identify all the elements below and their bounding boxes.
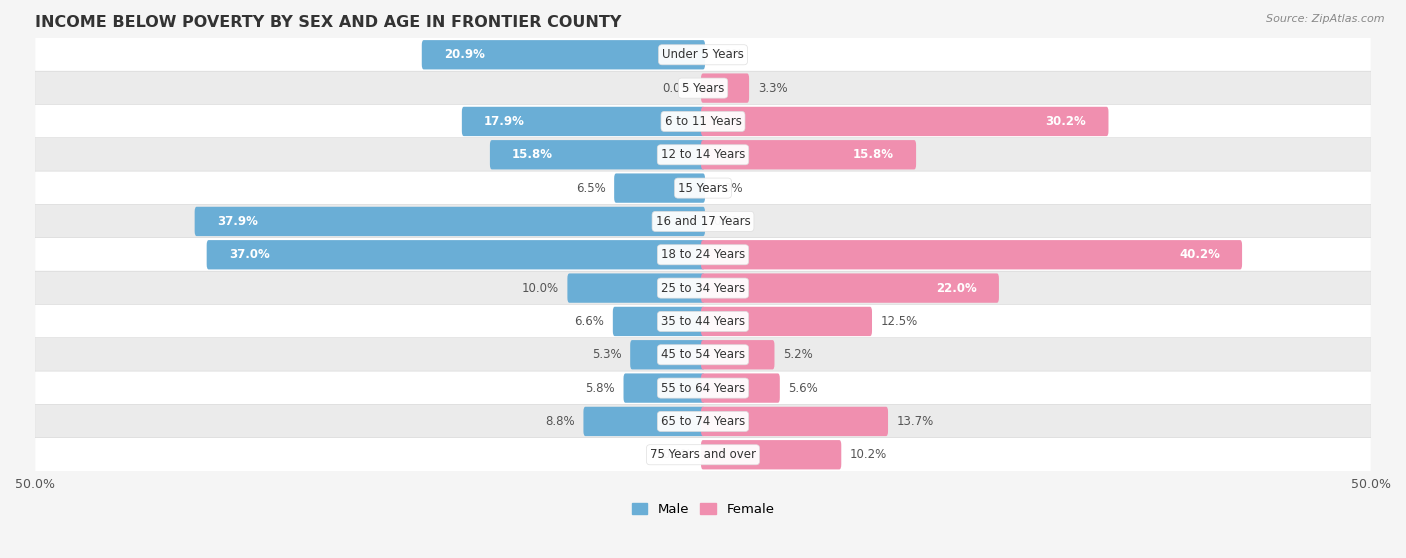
Text: 10.2%: 10.2% bbox=[851, 448, 887, 461]
FancyBboxPatch shape bbox=[422, 40, 704, 69]
Text: 0.0%: 0.0% bbox=[714, 215, 744, 228]
Text: 15.8%: 15.8% bbox=[512, 148, 553, 161]
Text: 25 to 34 Years: 25 to 34 Years bbox=[661, 282, 745, 295]
Text: 13.7%: 13.7% bbox=[897, 415, 934, 428]
FancyBboxPatch shape bbox=[35, 238, 1371, 272]
Text: INCOME BELOW POVERTY BY SEX AND AGE IN FRONTIER COUNTY: INCOME BELOW POVERTY BY SEX AND AGE IN F… bbox=[35, 15, 621, 30]
Text: 55 to 64 Years: 55 to 64 Years bbox=[661, 382, 745, 395]
Text: 75 Years and over: 75 Years and over bbox=[650, 448, 756, 461]
Text: 6.5%: 6.5% bbox=[575, 181, 606, 195]
FancyBboxPatch shape bbox=[702, 440, 841, 469]
Text: 5 Years: 5 Years bbox=[682, 81, 724, 95]
Text: 5.6%: 5.6% bbox=[789, 382, 818, 395]
Text: Source: ZipAtlas.com: Source: ZipAtlas.com bbox=[1267, 14, 1385, 24]
FancyBboxPatch shape bbox=[461, 107, 704, 136]
Text: 30.2%: 30.2% bbox=[1046, 115, 1087, 128]
FancyBboxPatch shape bbox=[35, 271, 1371, 305]
FancyBboxPatch shape bbox=[35, 104, 1371, 138]
Text: 65 to 74 Years: 65 to 74 Years bbox=[661, 415, 745, 428]
Text: Under 5 Years: Under 5 Years bbox=[662, 49, 744, 61]
FancyBboxPatch shape bbox=[35, 305, 1371, 339]
Text: 3.3%: 3.3% bbox=[758, 81, 787, 95]
FancyBboxPatch shape bbox=[630, 340, 704, 369]
Text: 40.2%: 40.2% bbox=[1180, 248, 1220, 261]
Text: 0.0%: 0.0% bbox=[662, 81, 692, 95]
Text: 6.6%: 6.6% bbox=[574, 315, 605, 328]
Text: 37.0%: 37.0% bbox=[229, 248, 270, 261]
FancyBboxPatch shape bbox=[702, 407, 889, 436]
FancyBboxPatch shape bbox=[35, 71, 1371, 105]
Text: 5.2%: 5.2% bbox=[783, 348, 813, 361]
FancyBboxPatch shape bbox=[489, 140, 704, 170]
FancyBboxPatch shape bbox=[35, 171, 1371, 205]
FancyBboxPatch shape bbox=[194, 207, 704, 236]
Text: 22.0%: 22.0% bbox=[936, 282, 977, 295]
Text: 18 to 24 Years: 18 to 24 Years bbox=[661, 248, 745, 261]
Text: 0.0%: 0.0% bbox=[714, 49, 744, 61]
FancyBboxPatch shape bbox=[702, 74, 749, 103]
Text: 5.3%: 5.3% bbox=[592, 348, 621, 361]
FancyBboxPatch shape bbox=[702, 373, 780, 403]
Text: 15.8%: 15.8% bbox=[853, 148, 894, 161]
Text: 45 to 54 Years: 45 to 54 Years bbox=[661, 348, 745, 361]
FancyBboxPatch shape bbox=[35, 338, 1371, 372]
Text: 35 to 44 Years: 35 to 44 Years bbox=[661, 315, 745, 328]
FancyBboxPatch shape bbox=[207, 240, 704, 270]
FancyBboxPatch shape bbox=[702, 140, 917, 170]
Text: 20.9%: 20.9% bbox=[444, 49, 485, 61]
FancyBboxPatch shape bbox=[35, 204, 1371, 238]
Text: 8.8%: 8.8% bbox=[546, 415, 575, 428]
FancyBboxPatch shape bbox=[35, 405, 1371, 439]
Text: 0.0%: 0.0% bbox=[662, 448, 692, 461]
Legend: Male, Female: Male, Female bbox=[626, 498, 780, 521]
FancyBboxPatch shape bbox=[568, 273, 704, 303]
FancyBboxPatch shape bbox=[35, 371, 1371, 405]
Text: 15 Years: 15 Years bbox=[678, 181, 728, 195]
FancyBboxPatch shape bbox=[702, 273, 998, 303]
FancyBboxPatch shape bbox=[583, 407, 704, 436]
FancyBboxPatch shape bbox=[35, 438, 1371, 472]
Text: 12.5%: 12.5% bbox=[880, 315, 918, 328]
FancyBboxPatch shape bbox=[702, 240, 1241, 270]
Text: 17.9%: 17.9% bbox=[484, 115, 524, 128]
FancyBboxPatch shape bbox=[702, 307, 872, 336]
Text: 10.0%: 10.0% bbox=[522, 282, 558, 295]
FancyBboxPatch shape bbox=[614, 174, 704, 203]
Text: 6 to 11 Years: 6 to 11 Years bbox=[665, 115, 741, 128]
FancyBboxPatch shape bbox=[702, 107, 1108, 136]
FancyBboxPatch shape bbox=[35, 38, 1371, 72]
Text: 37.9%: 37.9% bbox=[217, 215, 257, 228]
Text: 5.8%: 5.8% bbox=[585, 382, 614, 395]
Text: 16 and 17 Years: 16 and 17 Years bbox=[655, 215, 751, 228]
Text: 0.0%: 0.0% bbox=[714, 181, 744, 195]
FancyBboxPatch shape bbox=[35, 138, 1371, 172]
FancyBboxPatch shape bbox=[613, 307, 704, 336]
Text: 12 to 14 Years: 12 to 14 Years bbox=[661, 148, 745, 161]
FancyBboxPatch shape bbox=[702, 340, 775, 369]
FancyBboxPatch shape bbox=[623, 373, 704, 403]
